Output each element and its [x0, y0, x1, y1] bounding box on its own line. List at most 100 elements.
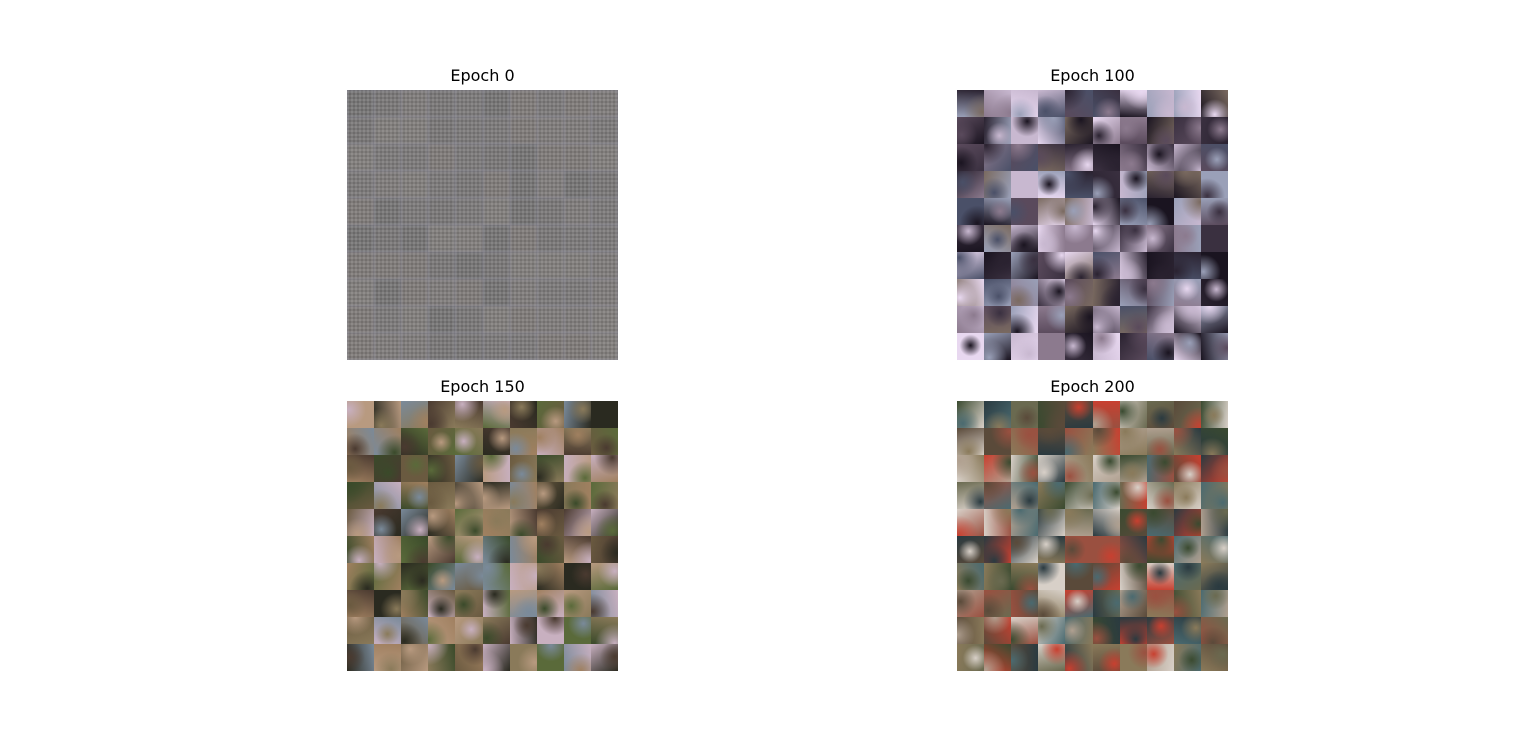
sample-tile: [536, 563, 564, 590]
sample-tile: [1011, 644, 1039, 671]
sample-tile: [536, 90, 564, 117]
sample-tile: [401, 617, 429, 644]
sample-tile: [957, 306, 985, 333]
sample-tile: [374, 590, 402, 617]
sample-tile: [509, 171, 537, 198]
sample-tile: [509, 401, 537, 428]
sample-tile: [482, 617, 510, 644]
sample-tile: [482, 428, 510, 455]
sample-tile: [1038, 617, 1066, 644]
sample-tile: [455, 536, 483, 563]
sample-tile: [536, 171, 564, 198]
sample-tile: [590, 428, 618, 455]
sample-tile: [1038, 644, 1066, 671]
sample-tile: [1173, 644, 1201, 671]
sample-tile: [428, 306, 456, 333]
sample-tile: [455, 252, 483, 279]
sample-tile: [984, 198, 1012, 225]
sample-tile: [482, 225, 510, 252]
sample-tile: [1173, 252, 1201, 279]
sample-tile: [1038, 198, 1066, 225]
sample-tile: [482, 509, 510, 536]
sample-tile: [563, 306, 591, 333]
sample-tile: [536, 198, 564, 225]
sample-tile: [590, 225, 618, 252]
sample-tile: [1038, 482, 1066, 509]
sample-tile: [1119, 455, 1147, 482]
sample-tile: [1119, 252, 1147, 279]
sample-tile: [536, 333, 564, 360]
sample-tile: [957, 509, 985, 536]
sample-tile: [1092, 536, 1120, 563]
sample-tile: [347, 482, 375, 509]
sample-tile: [509, 144, 537, 171]
sample-tile: [536, 482, 564, 509]
sample-tile: [1065, 644, 1093, 671]
sample-tile: [1200, 563, 1228, 590]
sample-tile: [1092, 428, 1120, 455]
sample-tile: [536, 279, 564, 306]
sample-tile: [1146, 306, 1174, 333]
sample-tile: [1119, 428, 1147, 455]
sample-tile: [1173, 333, 1201, 360]
sample-tile: [590, 252, 618, 279]
sample-tile: [374, 563, 402, 590]
sample-tile: [428, 117, 456, 144]
sample-tile: [347, 171, 375, 198]
sample-tile: [374, 617, 402, 644]
sample-tile: [590, 617, 618, 644]
sample-tile: [563, 428, 591, 455]
sample-tile: [984, 144, 1012, 171]
sample-tile: [984, 482, 1012, 509]
sample-tile: [455, 509, 483, 536]
sample-tile: [1038, 536, 1066, 563]
sample-tile: [374, 509, 402, 536]
sample-tile: [509, 198, 537, 225]
sample-tile: [482, 90, 510, 117]
sample-tile: [563, 644, 591, 671]
sample-tile: [1038, 279, 1066, 306]
sample-tile: [1146, 252, 1174, 279]
sample-tile: [536, 617, 564, 644]
sample-tile: [1200, 644, 1228, 671]
sample-tile: [1173, 509, 1201, 536]
panel-title: Epoch 150: [440, 377, 525, 396]
sample-tile: [957, 401, 985, 428]
sample-tile: [455, 90, 483, 117]
sample-tile: [1119, 536, 1147, 563]
sample-tile: [1011, 482, 1039, 509]
sample-tile: [1200, 90, 1228, 117]
sample-tile: [1119, 509, 1147, 536]
sample-tile: [482, 171, 510, 198]
sample-tile: [347, 401, 375, 428]
sample-tile: [1173, 90, 1201, 117]
sample-tile: [1173, 306, 1201, 333]
sample-tile: [563, 333, 591, 360]
sample-tile: [1146, 482, 1174, 509]
sample-tile: [536, 306, 564, 333]
sample-tile: [428, 509, 456, 536]
sample-tile: [1173, 536, 1201, 563]
sample-tile: [563, 509, 591, 536]
sample-tile: [509, 252, 537, 279]
sample-tile: [1011, 171, 1039, 198]
sample-tile: [957, 644, 985, 671]
sample-tile: [428, 198, 456, 225]
sample-tile: [374, 644, 402, 671]
sample-tile: [1200, 401, 1228, 428]
sample-tile: [1092, 590, 1120, 617]
sample-tile: [1146, 644, 1174, 671]
sample-tile: [563, 252, 591, 279]
sample-tile: [1011, 306, 1039, 333]
sample-tile: [455, 482, 483, 509]
sample-tile: [374, 198, 402, 225]
sample-tile: [347, 617, 375, 644]
sample-tile: [1065, 90, 1093, 117]
sample-tile: [1200, 171, 1228, 198]
sample-tile: [536, 455, 564, 482]
sample-tile: [428, 279, 456, 306]
sample-tile: [590, 117, 618, 144]
sample-tile: [1038, 117, 1066, 144]
sample-tile: [455, 279, 483, 306]
sample-tile: [347, 306, 375, 333]
